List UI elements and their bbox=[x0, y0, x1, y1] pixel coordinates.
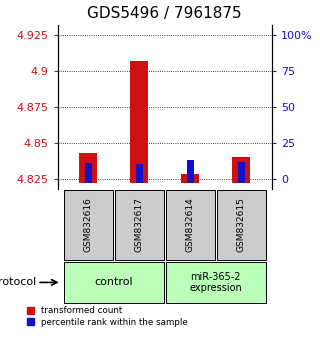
Title: GDS5496 / 7961875: GDS5496 / 7961875 bbox=[87, 6, 242, 21]
Bar bbox=[232, 157, 250, 183]
Text: control: control bbox=[94, 278, 133, 287]
Text: GSM832616: GSM832616 bbox=[84, 198, 93, 252]
Legend: transformed count, percentile rank within the sample: transformed count, percentile rank withi… bbox=[23, 303, 191, 330]
Text: GSM832615: GSM832615 bbox=[237, 198, 246, 252]
FancyBboxPatch shape bbox=[64, 262, 164, 303]
Text: GSM832617: GSM832617 bbox=[135, 198, 144, 252]
Text: GSM832614: GSM832614 bbox=[186, 198, 195, 252]
Bar bbox=[79, 153, 97, 183]
Bar bbox=[238, 161, 245, 183]
FancyBboxPatch shape bbox=[166, 262, 266, 303]
Text: protocol: protocol bbox=[0, 278, 36, 287]
FancyBboxPatch shape bbox=[217, 190, 266, 259]
FancyBboxPatch shape bbox=[166, 190, 215, 259]
FancyBboxPatch shape bbox=[64, 190, 113, 259]
Bar bbox=[130, 61, 148, 183]
Bar bbox=[136, 164, 143, 183]
Bar bbox=[181, 175, 199, 183]
Bar bbox=[187, 160, 194, 183]
Text: miR-365-2
expression: miR-365-2 expression bbox=[189, 272, 242, 293]
FancyBboxPatch shape bbox=[115, 190, 164, 259]
Bar bbox=[85, 163, 92, 183]
